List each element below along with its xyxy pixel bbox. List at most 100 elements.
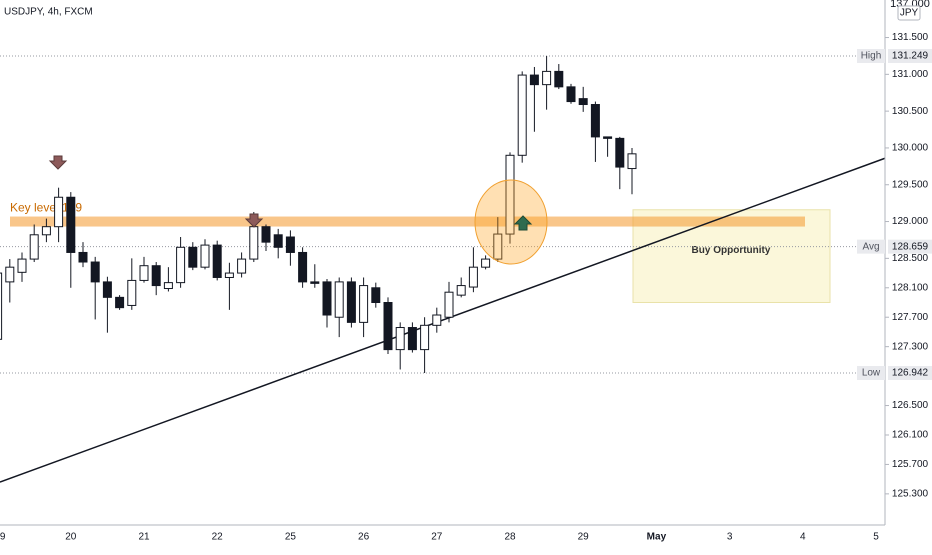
candle-body: [54, 196, 64, 228]
candle-body: [603, 136, 613, 139]
y-tick-label: 126.100: [892, 430, 929, 441]
level-badge: [857, 239, 885, 254]
y-tick-label: 129.500: [892, 179, 929, 190]
candle-body: [505, 154, 515, 235]
candle-body: [493, 233, 503, 260]
candle-body: [566, 86, 576, 103]
up-arrow: [513, 215, 533, 231]
candle-body: [188, 246, 198, 268]
candle-body: [298, 251, 308, 283]
candle-body: [115, 296, 125, 309]
level-badge: [857, 366, 885, 381]
level-name: High: [861, 51, 882, 62]
candle-body: [29, 234, 39, 260]
candle-body: [5, 266, 15, 283]
level-badge: [857, 49, 885, 64]
candle-body: [78, 251, 88, 263]
candle-body: [578, 98, 588, 106]
level-name: Low: [862, 368, 881, 379]
x-tick-label: 29: [578, 532, 590, 543]
down-arrow: [244, 213, 264, 228]
candle-body: [371, 287, 381, 304]
candle-body: [420, 324, 430, 351]
x-tick-label: 4: [800, 532, 806, 543]
candle-body: [334, 281, 344, 318]
candle-body: [0, 272, 3, 340]
x-tick-label: 3: [727, 532, 733, 543]
level-value: 131.249: [892, 51, 929, 62]
candle-body: [468, 266, 478, 288]
candle-body: [481, 258, 491, 268]
y-tick-label: 127.700: [892, 312, 929, 323]
candle-body: [395, 327, 405, 351]
candle-body: [310, 281, 320, 284]
candle-body: [249, 226, 259, 260]
candle-body: [542, 70, 552, 86]
currency-box: [897, 5, 921, 21]
x-tick-label: 20: [65, 532, 77, 543]
candle-body: [176, 246, 186, 284]
candle-body: [102, 281, 112, 298]
candle-body: [529, 74, 539, 86]
candle-body: [444, 291, 454, 318]
key-level-band: [10, 216, 805, 227]
buy-zone-label: Buy Opportunity: [692, 245, 771, 256]
candle-body: [90, 261, 100, 283]
candle-body: [383, 302, 393, 351]
y-axis-top-label: 137.000: [890, 0, 930, 10]
y-tick-label: 125.700: [892, 459, 929, 470]
x-tick-label: 21: [138, 532, 150, 543]
y-tick-label: 128.100: [892, 282, 929, 293]
candle-body: [261, 226, 271, 243]
candle-body: [407, 327, 417, 351]
x-tick-label: 27: [431, 532, 443, 543]
candle-body: [456, 285, 466, 296]
candle-body: [590, 104, 600, 138]
plot-area: Buy Opportunity Key level 129: [0, 55, 886, 483]
candle-body: [17, 258, 27, 273]
y-tick-label: 129.000: [892, 216, 929, 227]
candle-body: [139, 265, 149, 281]
candle-body: [627, 153, 637, 170]
candle-body: [273, 234, 283, 248]
candle-body: [517, 74, 527, 156]
candle-body: [359, 285, 369, 323]
highlight-circle: [474, 179, 548, 265]
candle-body: [66, 196, 76, 253]
level-name: Avg: [862, 241, 879, 252]
candle-body: [237, 258, 247, 274]
y-tick-label: 126.500: [892, 400, 929, 411]
level-value-badge: [888, 49, 932, 64]
candle-body: [212, 244, 222, 278]
x-tick-label: 25: [285, 532, 297, 543]
y-tick-label: 127.300: [892, 341, 929, 352]
x-tick-label: 9: [0, 532, 6, 543]
candle-body: [346, 281, 356, 323]
candle-body: [41, 226, 51, 236]
candle-body: [163, 282, 173, 290]
level-value-badge: [888, 239, 932, 254]
candle-body: [432, 314, 442, 326]
y-tick-label: 130.000: [892, 143, 929, 154]
candle-body: [127, 279, 137, 306]
y-tick-label: 131.000: [892, 69, 929, 80]
candle-body: [322, 281, 332, 316]
level-value: 128.659: [892, 241, 929, 252]
y-tick-label: 125.300: [892, 489, 929, 500]
currency-label: JPY: [900, 8, 919, 19]
x-tick-label: 5: [873, 532, 879, 543]
candle-body: [285, 236, 295, 253]
candle-body: [615, 137, 625, 168]
y-tick-label: 131.500: [892, 32, 929, 43]
candle-body: [151, 265, 161, 287]
x-tick-label: 28: [504, 532, 516, 543]
candle-body: [224, 272, 234, 278]
level-value-badge: [888, 366, 932, 381]
down-arrow: [48, 155, 68, 170]
candle-body: [200, 244, 210, 268]
level-value: 126.942: [892, 368, 929, 379]
trendline: [0, 157, 886, 483]
x-tick-label: 22: [212, 532, 224, 543]
